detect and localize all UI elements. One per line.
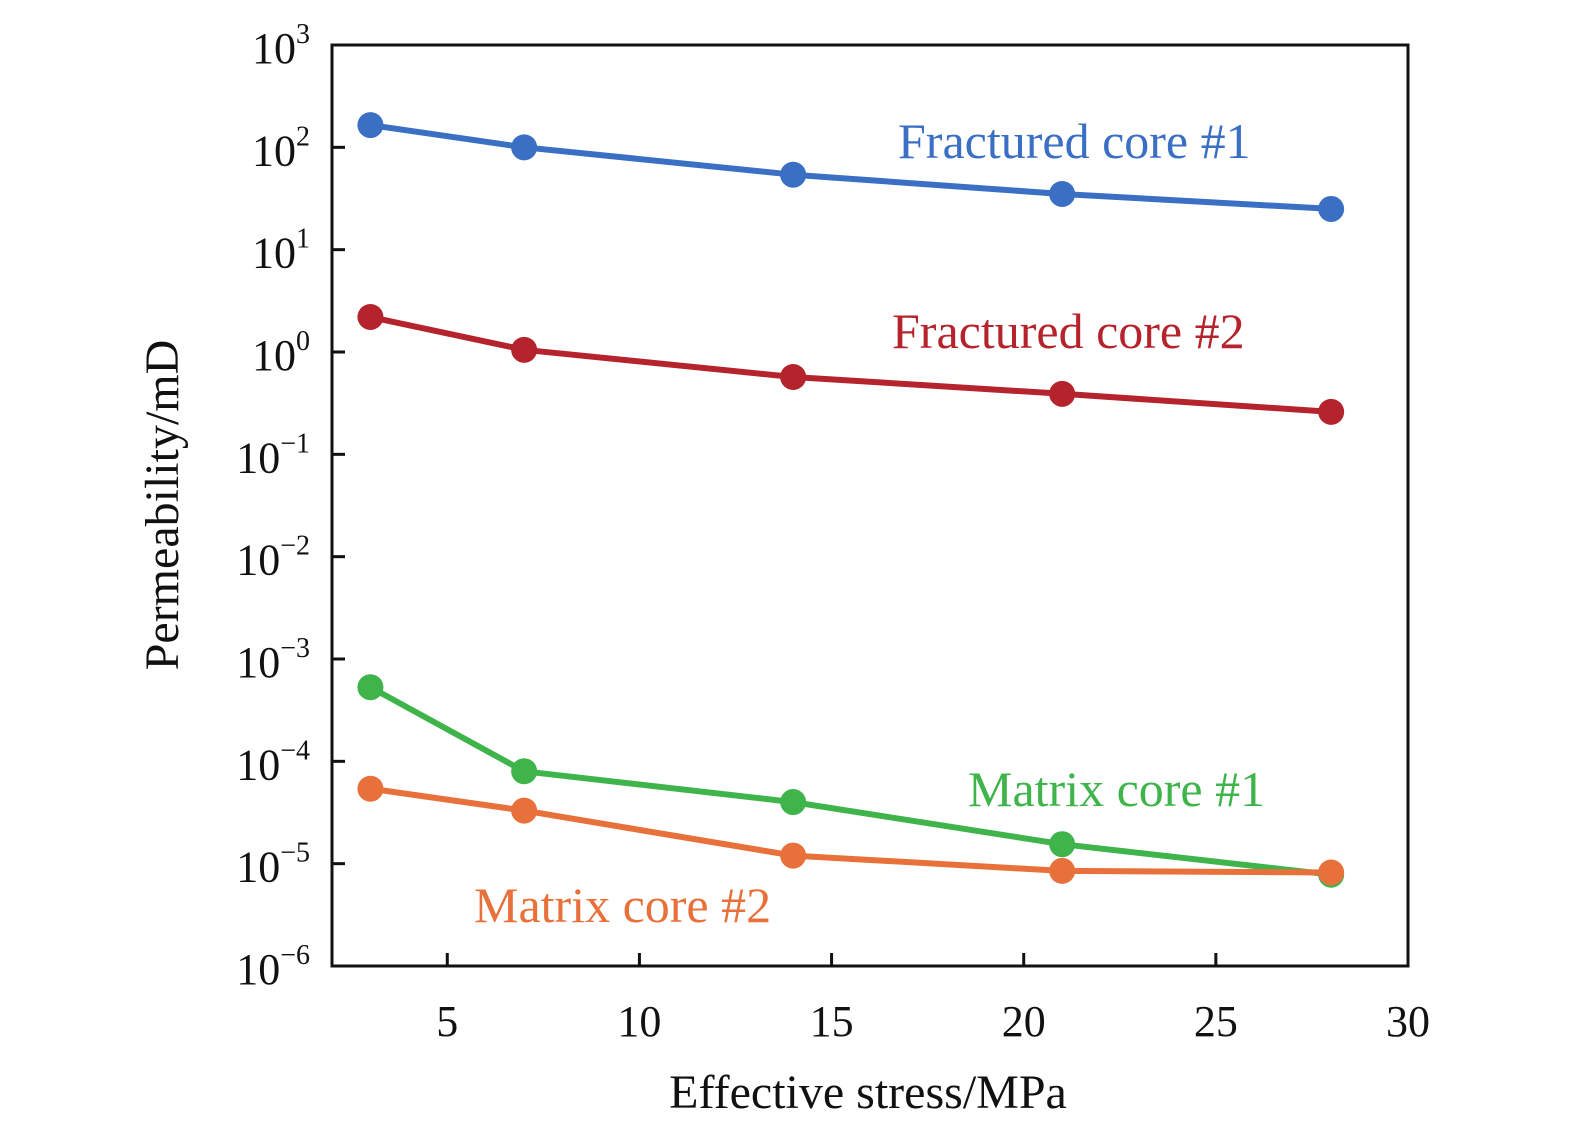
y-tick-label: 101 (252, 224, 310, 278)
data-point-matrix-core-2 (511, 797, 538, 824)
data-point-matrix-core-2 (1318, 859, 1345, 886)
y-tick-base: 10 (236, 638, 280, 687)
data-point-fractured-core-2 (1318, 398, 1345, 425)
y-tick-label: 100 (252, 326, 310, 380)
data-point-fractured-core-1 (780, 161, 807, 188)
series-label-matrix-core-1: Matrix core #1 (968, 761, 1265, 817)
y-tick-label: 10−1 (236, 428, 310, 482)
x-axis-label: Effective stress/MPa (669, 1066, 1067, 1119)
y-tick-label: 10−2 (236, 531, 310, 585)
plot-frame (330, 43, 1410, 968)
data-point-fractured-core-1 (1318, 195, 1345, 222)
x-tick-label: 15 (810, 997, 854, 1046)
y-tick-exponent: 3 (296, 19, 310, 50)
data-point-matrix-core-2 (1049, 857, 1076, 884)
y-tick-exponent: −3 (280, 633, 310, 664)
data-point-fractured-core-1 (511, 134, 538, 161)
y-tick-base: 10 (252, 331, 296, 380)
data-point-matrix-core-1 (511, 758, 538, 785)
y-tick-exponent: −6 (280, 940, 310, 971)
series-layer (357, 112, 1345, 888)
y-tick-label: 10−6 (236, 940, 310, 994)
x-tick-label: 5 (436, 997, 458, 1046)
data-point-fractured-core-2 (1049, 380, 1076, 407)
data-point-matrix-core-2 (780, 842, 807, 869)
x-tick-label: 30 (1386, 997, 1430, 1046)
series-label-fractured-core-2: Fractured core #2 (892, 303, 1245, 359)
y-tick-exponent: −4 (280, 735, 310, 766)
x-tick-label: 10 (617, 997, 661, 1046)
y-tick-exponent: 0 (296, 326, 310, 357)
data-point-fractured-core-2 (511, 336, 538, 363)
x-axis-ticks: 5 10 15 20 25 30 (436, 953, 1430, 1046)
y-tick-label: 10−4 (236, 735, 310, 789)
y-tick-exponent: 2 (296, 121, 310, 152)
y-tick-base: 10 (252, 229, 296, 278)
data-point-fractured-core-2 (780, 363, 807, 390)
y-tick-exponent: 1 (296, 224, 310, 255)
series-matrix-core-2 (357, 775, 1345, 886)
y-tick-base: 10 (236, 740, 280, 789)
series-fractured-core-2 (357, 303, 1345, 425)
series-fractured-core-1 (357, 112, 1345, 222)
data-point-matrix-core-1 (780, 789, 807, 816)
series-label-matrix-core-2: Matrix core #2 (474, 877, 771, 933)
x-tick-label: 20 (1002, 997, 1046, 1046)
data-point-fractured-core-2 (357, 303, 384, 330)
data-point-matrix-core-1 (357, 674, 384, 701)
y-tick-base: 10 (236, 843, 280, 892)
y-tick-base: 10 (236, 536, 280, 585)
y-tick-base: 10 (236, 945, 280, 994)
y-tick-base: 10 (252, 126, 296, 175)
y-tick-label: 103 (252, 19, 310, 73)
data-point-fractured-core-1 (1049, 180, 1076, 207)
y-tick-exponent: −5 (280, 838, 310, 869)
data-point-matrix-core-1 (1049, 831, 1076, 858)
y-tick-label: 10−3 (236, 633, 310, 687)
y-tick-label: 102 (252, 121, 310, 175)
y-tick-exponent: −1 (280, 428, 310, 459)
y-axis-label: Permeability/mD (136, 340, 189, 671)
data-point-matrix-core-2 (357, 775, 384, 802)
data-point-fractured-core-1 (357, 112, 384, 139)
y-tick-base: 10 (236, 433, 280, 482)
y-tick-exponent: −2 (280, 531, 310, 562)
series-label-fractured-core-1: Fractured core #1 (898, 113, 1251, 169)
y-tick-label: 10−5 (236, 838, 310, 892)
x-tick-label: 25 (1194, 997, 1238, 1046)
y-tick-base: 10 (252, 24, 296, 73)
